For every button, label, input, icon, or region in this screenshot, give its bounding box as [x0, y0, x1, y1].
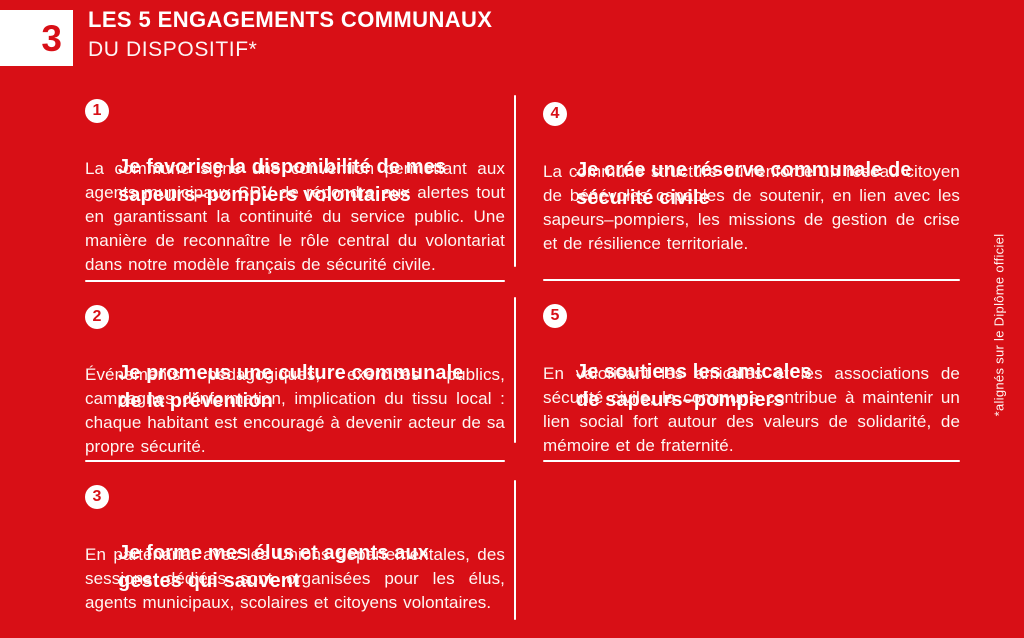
item-2-body: Événements pédagogiques, exercices publi… [85, 365, 505, 456]
item-4-number-badge: 4 [543, 102, 567, 126]
item-2-number-badge: 2 [85, 305, 109, 329]
item-2-title: 2 Je promeus une culture communale de la… [85, 303, 505, 415]
item-1-body: La commune signe une convention permetta… [85, 159, 505, 274]
divider-vertical-segment-3 [514, 480, 516, 620]
divider-vertical-segment-1 [514, 95, 516, 267]
item-5-body: En valorisant les amicales et les associ… [543, 364, 960, 455]
engagement-item-4: 4 Je crée une réserve communale de sécur… [543, 100, 960, 212]
item-1-title-text: Je favorise la disponibilité de mes sape… [118, 156, 447, 206]
header: LES 5 ENGAGEMENTS COMMUNAUX DU DISPOSITI… [88, 7, 492, 62]
item-1-title: 1 Je favorise la disponibilité de mes sa… [85, 97, 505, 209]
item-4-number: 4 [550, 105, 560, 122]
item-4-title-text: Je crée une réserve communale de sécurit… [576, 159, 912, 209]
page-title: LES 5 ENGAGEMENTS COMMUNAUX [88, 7, 493, 32]
item-5-title-text: Je soutiens les amicales de sapeurs–pomp… [576, 361, 812, 411]
section-number-box: 3 [0, 10, 73, 66]
item-2-title-text: Je promeus une culture communale de la p… [118, 362, 464, 412]
item-3-body: En partenariat avec les Unions départeme… [85, 545, 505, 612]
page-subtitle: DU DISPOSITIF* [88, 38, 258, 61]
item-3-title: 3 Je forme mes élus et agents aux gestes… [85, 483, 505, 595]
engagement-item-1: 1 Je favorise la disponibilité de mes sa… [85, 97, 505, 209]
divider-horizontal-right-2 [543, 460, 960, 462]
footnote-vertical: *alignés sur le Diplôme officiel [991, 233, 1007, 417]
item-2-number: 2 [92, 308, 102, 325]
item-5-number: 5 [550, 307, 560, 324]
divider-vertical-segment-2 [514, 297, 516, 443]
divider-horizontal-left-1 [85, 280, 505, 282]
divider-horizontal-right-1 [543, 279, 960, 281]
item-1-number-badge: 1 [85, 99, 109, 123]
engagement-item-3: 3 Je forme mes élus et agents aux gestes… [85, 483, 505, 595]
item-3-number: 3 [92, 488, 102, 505]
item-3-number-badge: 3 [85, 485, 109, 509]
section-number: 3 [41, 17, 62, 59]
divider-horizontal-left-2 [85, 460, 505, 462]
item-5-title: 5 Je soutiens les amicales de sapeurs–po… [543, 302, 960, 414]
engagement-item-2: 2 Je promeus une culture communale de la… [85, 303, 505, 415]
item-1-number: 1 [92, 102, 102, 119]
engagement-item-5: 5 Je soutiens les amicales de sapeurs–po… [543, 302, 960, 414]
item-5-number-badge: 5 [543, 304, 567, 328]
item-3-title-text: Je forme mes élus et agents aux gestes q… [118, 542, 430, 592]
item-4-body: La commune structure ou renforce un rése… [543, 162, 960, 253]
item-4-title: 4 Je crée une réserve communale de sécur… [543, 100, 960, 212]
